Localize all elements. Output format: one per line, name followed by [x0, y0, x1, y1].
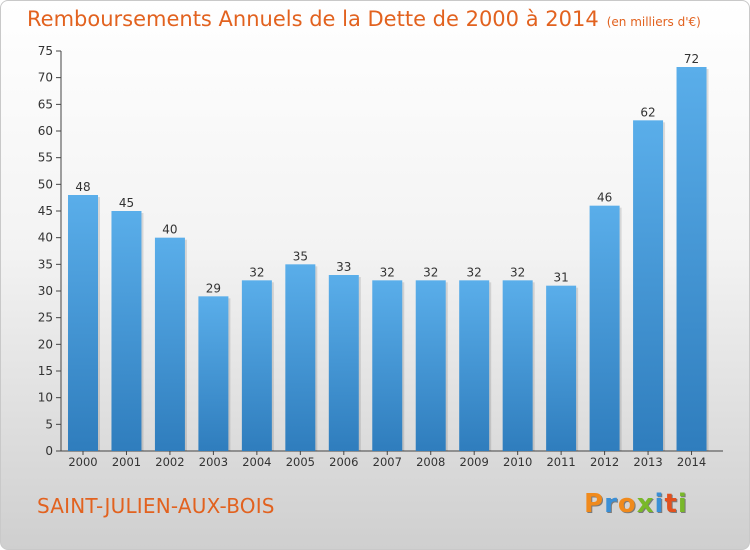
- data-label: 40: [162, 223, 177, 237]
- bar-2013: [633, 120, 664, 451]
- logo-letter: x: [636, 489, 655, 519]
- x-tick-label: 2003: [199, 455, 228, 469]
- data-label: 32: [510, 265, 525, 279]
- y-tick-label: 45: [38, 204, 53, 218]
- logo-letter: i: [677, 489, 688, 519]
- bar-2006: [328, 275, 359, 451]
- logo-letter: o: [617, 489, 637, 519]
- bar-shadow: [532, 282, 535, 451]
- bar-shadow: [619, 207, 622, 451]
- y-tick-label: 5: [45, 417, 53, 431]
- y-tick-label: 75: [38, 44, 53, 58]
- y-tick-label: 10: [38, 391, 53, 405]
- logo-letter: t: [664, 489, 678, 519]
- bar-shadow: [706, 69, 709, 451]
- x-tick-label: 2011: [546, 455, 575, 469]
- bar-shadow: [315, 266, 318, 451]
- data-label: 32: [467, 265, 482, 279]
- y-tick-label: 25: [38, 311, 53, 325]
- bar-shadow: [358, 277, 361, 451]
- y-tick-label: 50: [38, 177, 53, 191]
- bar-shadow: [141, 213, 144, 451]
- y-axis: 0 5 10 15 20 25 30 35 40 45 50 55 60 65 70 75: [38, 44, 62, 458]
- bar-2002: [154, 237, 185, 451]
- bar-shadow: [445, 282, 448, 451]
- x-tick-label: 2013: [633, 455, 662, 469]
- bar-shadow: [663, 122, 666, 451]
- bar-shadow: [402, 282, 405, 451]
- data-label: 32: [249, 265, 264, 279]
- data-label: 32: [423, 265, 438, 279]
- data-label: 31: [553, 271, 568, 285]
- bar-2008: [415, 280, 446, 451]
- bar-2001: [111, 211, 142, 451]
- x-tick-label: 2000: [68, 455, 97, 469]
- data-label: 72: [684, 52, 699, 66]
- bar-2012: [589, 205, 620, 451]
- data-label: 33: [336, 260, 351, 274]
- logo-letter: i: [654, 489, 665, 519]
- x-tick-label: 2009: [460, 455, 489, 469]
- logo-letter: P: [584, 489, 605, 519]
- x-tick-label: 2010: [503, 455, 532, 469]
- bar-2003: [198, 296, 229, 451]
- x-tick-label: 2002: [155, 455, 184, 469]
- title-unit: (en milliers d'€): [606, 15, 701, 29]
- data-label: 46: [597, 191, 612, 205]
- x-tick-label: 2007: [373, 455, 402, 469]
- data-label: 29: [206, 281, 221, 295]
- bar-shadow: [228, 298, 231, 451]
- bar-2014: [676, 67, 707, 451]
- x-tick-label: 2005: [286, 455, 315, 469]
- bar-2011: [546, 285, 577, 451]
- y-tick-label: 65: [38, 97, 53, 111]
- title-main: Remboursements Annuels de la Dette de 20…: [27, 7, 599, 31]
- y-tick-label: 70: [38, 71, 53, 85]
- y-tick-label: 35: [38, 257, 53, 271]
- y-tick-label: 20: [38, 337, 53, 351]
- bar-shadow: [576, 287, 579, 451]
- bar-2010: [502, 280, 533, 451]
- bars: [68, 67, 709, 451]
- y-tick-label: 15: [38, 364, 53, 378]
- chart-title: Remboursements Annuels de la Dette de 20…: [27, 7, 701, 31]
- bar-shadow: [184, 239, 187, 451]
- data-label: 48: [75, 180, 90, 194]
- x-tick-label: 2012: [590, 455, 619, 469]
- y-tick-label: 30: [38, 284, 53, 298]
- bar-shadow: [271, 282, 274, 451]
- bar-2007: [372, 280, 403, 451]
- x-tick-label: 2001: [112, 455, 141, 469]
- x-tick-label: 2004: [242, 455, 271, 469]
- bar-shadow: [489, 282, 492, 451]
- bar-shadow: [98, 197, 100, 451]
- commune-name: SAINT-JULIEN-AUX-BOIS: [37, 494, 275, 518]
- bar-2005: [285, 264, 316, 451]
- proxiti-logo: Proxiti: [584, 489, 688, 519]
- data-label: 45: [119, 196, 134, 210]
- x-tick-label: 2006: [329, 455, 358, 469]
- y-tick-label: 40: [38, 231, 53, 245]
- data-label: 32: [380, 265, 395, 279]
- x-tick-label: 2014: [677, 455, 706, 469]
- data-label: 35: [293, 249, 308, 263]
- bar-2009: [459, 280, 490, 451]
- data-label: 62: [640, 105, 655, 119]
- x-tick-label: 2008: [416, 455, 445, 469]
- bar-2000: [68, 195, 98, 451]
- logo-letter: r: [604, 489, 618, 519]
- x-axis: 2000 2001 2002 2003 2004 2005 2006 2007 2008 2009…: [61, 450, 723, 469]
- y-tick-label: 55: [38, 151, 53, 165]
- y-tick-label: 60: [38, 124, 53, 138]
- data-labels: 48 45 40 29 32 35 33 32 32 32 32 31 46 62 72: [75, 52, 699, 295]
- bar-2004: [241, 280, 272, 451]
- y-tick-label: 0: [45, 444, 53, 458]
